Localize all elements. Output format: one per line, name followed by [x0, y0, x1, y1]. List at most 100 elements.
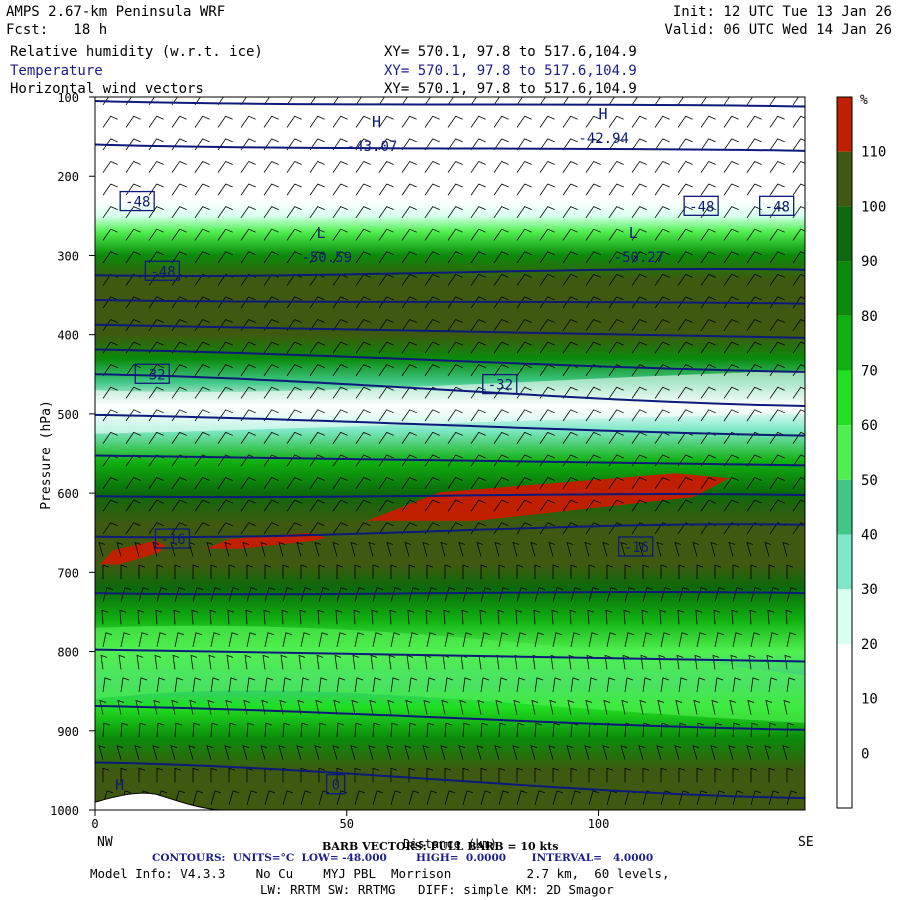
wind-barb — [792, 273, 805, 286]
wind-barb — [539, 409, 555, 422]
wind-barb — [552, 767, 560, 783]
wind-barb — [217, 386, 233, 399]
wind-barb — [227, 609, 235, 625]
wind-barb — [156, 767, 164, 783]
wind-barb — [732, 632, 743, 647]
wind-barb — [355, 454, 371, 467]
wind-barb — [746, 364, 762, 377]
wind-barb — [240, 296, 256, 309]
wind-barb — [658, 654, 666, 670]
y-tick-label: 500 — [57, 408, 79, 422]
rh-dry-tongue — [95, 370, 805, 434]
wind-barb — [784, 654, 792, 670]
wind-barbs — [98, 97, 805, 805]
wind-barb — [401, 206, 417, 219]
wind-barb — [263, 115, 279, 128]
wind-barb — [125, 160, 141, 173]
wind-barb — [493, 431, 509, 444]
wind-barb — [498, 722, 507, 738]
wind-barb — [624, 677, 634, 693]
wind-barb — [332, 386, 348, 399]
wind-barb — [516, 454, 532, 467]
wind-barb — [654, 251, 670, 264]
wind-barb — [608, 409, 624, 422]
wind-barb — [480, 677, 490, 693]
wind-barb — [264, 632, 275, 647]
wind-barb — [605, 609, 613, 625]
wind-barb — [125, 319, 141, 331]
wind-barb — [729, 699, 737, 715]
wind-barb — [102, 409, 118, 422]
wind-barb — [148, 296, 164, 309]
wind-barb — [98, 541, 106, 557]
wind-barb — [309, 228, 325, 241]
wind-barb — [355, 296, 371, 309]
y-axis-label: Pressure (hPa) — [39, 400, 54, 510]
wind-barb — [171, 522, 187, 535]
wind-barb — [746, 319, 762, 331]
wind-barb — [332, 251, 348, 264]
contour-label-box — [119, 190, 155, 212]
wind-barb — [498, 632, 509, 647]
wind-barb — [228, 722, 237, 738]
field-rh-xy: XY= 570.1, 97.8 to 517.6,104.9 — [384, 44, 637, 60]
wind-barb — [372, 790, 384, 805]
wind-barb — [657, 699, 665, 715]
wind-barb — [746, 273, 762, 286]
wind-barb — [171, 251, 187, 264]
wind-barb — [332, 296, 348, 309]
wind-barb — [401, 499, 417, 512]
wind-barb — [562, 206, 578, 219]
wind-barb — [120, 722, 129, 738]
wind-barb — [390, 587, 402, 602]
wind-barb — [120, 767, 128, 783]
wind-barb — [309, 341, 325, 354]
wind-barb — [260, 541, 268, 557]
wind-barb — [786, 587, 798, 602]
wind-barb — [424, 477, 440, 489]
wind-barb — [539, 183, 555, 196]
wind-barb — [678, 790, 690, 805]
wind-barb — [447, 138, 463, 151]
wind-barb — [262, 654, 270, 670]
wind-barb — [447, 409, 463, 422]
wind-barb — [700, 409, 716, 422]
wind-barb — [355, 341, 371, 354]
wind-barb — [624, 632, 635, 647]
wind-barb — [623, 609, 631, 625]
temperature-contour — [95, 590, 805, 596]
wind-barb — [516, 790, 528, 805]
wind-barb — [240, 115, 256, 128]
wind-barb — [424, 183, 440, 196]
wind-barb — [639, 699, 647, 715]
wind-barb — [174, 722, 183, 738]
wind-barb — [700, 477, 716, 489]
wind-barb — [516, 587, 528, 602]
field-rh-name: Relative humidity (w.r.t. ice) — [10, 44, 263, 60]
wind-barb — [769, 251, 785, 264]
wind-barb — [498, 564, 506, 580]
wind-barb — [286, 97, 302, 106]
plot-frame — [94, 96, 806, 811]
extremum-marker: L — [629, 224, 638, 242]
wind-barb — [606, 564, 614, 580]
wind-barb — [194, 206, 210, 219]
wind-barb — [332, 522, 348, 535]
wind-barb — [228, 677, 238, 693]
colorbar-swatch — [837, 698, 852, 754]
wind-barb — [355, 228, 371, 241]
wind-barb — [654, 319, 670, 331]
wind-barb — [714, 587, 726, 602]
wind-barb — [372, 587, 384, 602]
wind-barb — [562, 115, 578, 128]
wind-barb — [401, 477, 417, 489]
colorbar-swatch — [837, 315, 852, 371]
wind-barb — [608, 273, 624, 286]
wind-barb — [210, 632, 221, 647]
wind-barb — [608, 341, 624, 354]
wind-barb — [191, 609, 199, 625]
wind-barb — [562, 319, 578, 331]
wind-barb — [314, 541, 322, 557]
wind-barb — [723, 273, 739, 286]
wind-barb — [309, 138, 325, 151]
